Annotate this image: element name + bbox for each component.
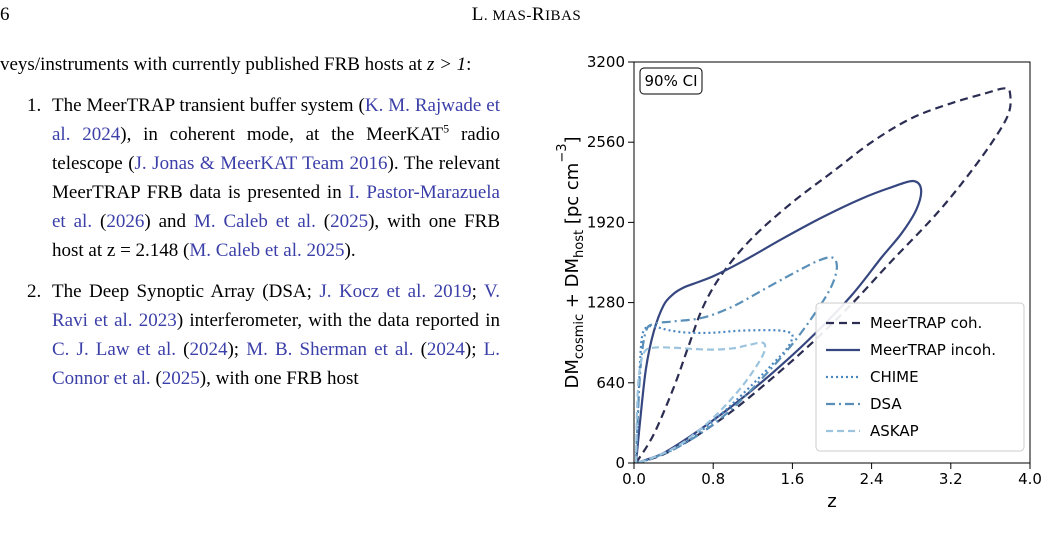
intro-math: z > 1 xyxy=(426,54,467,75)
citation-link[interactable]: J. Jonas & MeerKAT Team 2016 xyxy=(134,153,388,174)
y-tick-label: 2560 xyxy=(587,133,625,151)
body-text: ) and xyxy=(144,211,194,232)
ci-annotation-box xyxy=(639,67,703,95)
body-text: ); xyxy=(464,339,484,360)
list-number: 1. xyxy=(27,95,42,116)
citation-link[interactable]: 2024 xyxy=(189,339,228,360)
citation-link[interactable]: J. Kocz et al. 2019 xyxy=(319,281,472,302)
citation-link[interactable]: M. Caleb et al. xyxy=(193,211,316,232)
legend-label: ASKAP xyxy=(870,422,919,440)
y-axis-label-part: −3 xyxy=(555,143,570,162)
citation-link[interactable]: K. M. Rajwade et al. 2024 xyxy=(52,95,500,145)
plot-frame xyxy=(633,61,1031,464)
citation-link[interactable]: 2026 xyxy=(106,211,145,232)
body-text: ( xyxy=(176,339,190,360)
body-text: ) interferometer, with the data reported… xyxy=(176,310,500,331)
intro-paragraph: veys/instruments with currently publishe… xyxy=(0,50,500,79)
x-tick-label: 4.0 xyxy=(1018,470,1042,488)
body-text: ), in coherent mode, at the MeerKAT xyxy=(120,124,444,145)
y-tick-label: 1280 xyxy=(587,294,625,312)
series-curve-4 xyxy=(634,341,767,463)
citation-link[interactable]: 2024 xyxy=(426,339,465,360)
text-column: veys/instruments with currently publishe… xyxy=(0,50,500,405)
list-item: 1. The MeerTRAP transient buffer system (… xyxy=(0,91,500,265)
body-text: The MeerTRAP transient buffer system ( xyxy=(52,95,365,116)
y-axis-label-part: [pc cm xyxy=(562,163,583,230)
citation-link[interactable]: 2025 xyxy=(161,368,200,389)
y-axis-label-part: DM xyxy=(562,359,583,388)
legend-label: CHIME xyxy=(870,368,919,386)
y-axis-label: DMcosmic + DMhost [pc cm−3] xyxy=(555,136,587,388)
x-tick-label: 0.8 xyxy=(701,470,725,488)
y-tick-label: 0 xyxy=(615,454,625,472)
citation-link[interactable]: V. Ravi et al. 2023 xyxy=(52,281,501,331)
x-tick-label: 2.4 xyxy=(860,470,884,488)
y-axis-label-part: host xyxy=(572,230,587,258)
running-head-part: . M xyxy=(483,8,507,24)
x-tick-label: 1.6 xyxy=(780,470,804,488)
list-number: 2. xyxy=(27,281,42,302)
citation-link[interactable]: I. Pastor-Marazuela et al. xyxy=(52,182,500,232)
x-tick-label: 0.0 xyxy=(622,470,646,488)
body-text: ); xyxy=(227,339,247,360)
dm-z-chart: 0.0 0.8 1.6 2.4 3.2 4.0 0 640 1280 1920 2560 3200 z D… xyxy=(555,53,1042,512)
citation-link[interactable]: C. J. Law et al. xyxy=(52,339,176,360)
body-text: ( xyxy=(92,211,107,232)
body-text: ( xyxy=(413,339,427,360)
legend-label: MeerTRAP coh. xyxy=(870,314,982,332)
citation-link[interactable]: M. B. Sherman et al. xyxy=(246,339,414,360)
body-text: The Deep Synoptic Array (DSA; xyxy=(52,281,320,302)
body-text: ), with one FRB host xyxy=(199,368,359,389)
ci-annotation-label: 90% CI xyxy=(644,72,697,90)
body-text: ). The relevant MeerTRAP FRB data is pre… xyxy=(52,153,500,203)
citation-link[interactable]: 2025 xyxy=(330,211,369,232)
legend-label: DSA xyxy=(870,395,902,413)
y-tick-label: 1920 xyxy=(587,213,625,231)
y-tick-label: 3200 xyxy=(587,53,625,71)
list-item: 2. The Deep Synoptic Array (DSA; J. Kocz … xyxy=(0,277,500,393)
y-tick-label: 640 xyxy=(596,374,625,392)
body-text: ( xyxy=(315,211,331,232)
y-axis-label-part: cosmic xyxy=(572,314,587,359)
series-curve-3 xyxy=(634,256,839,463)
body-text: ; xyxy=(471,281,484,302)
x-axis-label: z xyxy=(827,491,836,512)
legend-box xyxy=(815,302,1025,452)
intro-text: veys/instruments with currently publishe… xyxy=(0,54,427,75)
figure: 0.0 0.8 1.6 2.4 3.2 4.0 0 640 1280 1920 2560 3200 z D… xyxy=(550,50,1053,544)
body-text: ( xyxy=(150,368,162,389)
body-text: radio telescope ( xyxy=(52,124,500,174)
legend-label: MeerTRAP incoh. xyxy=(870,341,996,359)
body-text: ), with one FRB host at z = 2.148 ( xyxy=(52,211,501,261)
y-axis-label-part: ] xyxy=(562,136,583,143)
citation-link[interactable]: L. Connor et al. xyxy=(52,339,501,389)
intro-text: : xyxy=(466,54,472,75)
running-head-part: AS- xyxy=(506,8,532,24)
footnote-mark: 5 xyxy=(443,121,450,136)
body-text: ). xyxy=(344,240,356,261)
x-tick-label: 3.2 xyxy=(939,470,963,488)
citation-link[interactable]: M. Caleb et al. 2025 xyxy=(189,240,345,261)
series-curve-0 xyxy=(635,87,1012,463)
y-axis-label-part: + DM xyxy=(562,258,583,314)
series-curve-2 xyxy=(634,325,794,463)
page-number: 6 xyxy=(0,4,10,25)
survey-list: 1. The MeerTRAP transient buffer system (… xyxy=(0,91,500,393)
running-head: L. MAS-RIBAS xyxy=(471,4,582,25)
